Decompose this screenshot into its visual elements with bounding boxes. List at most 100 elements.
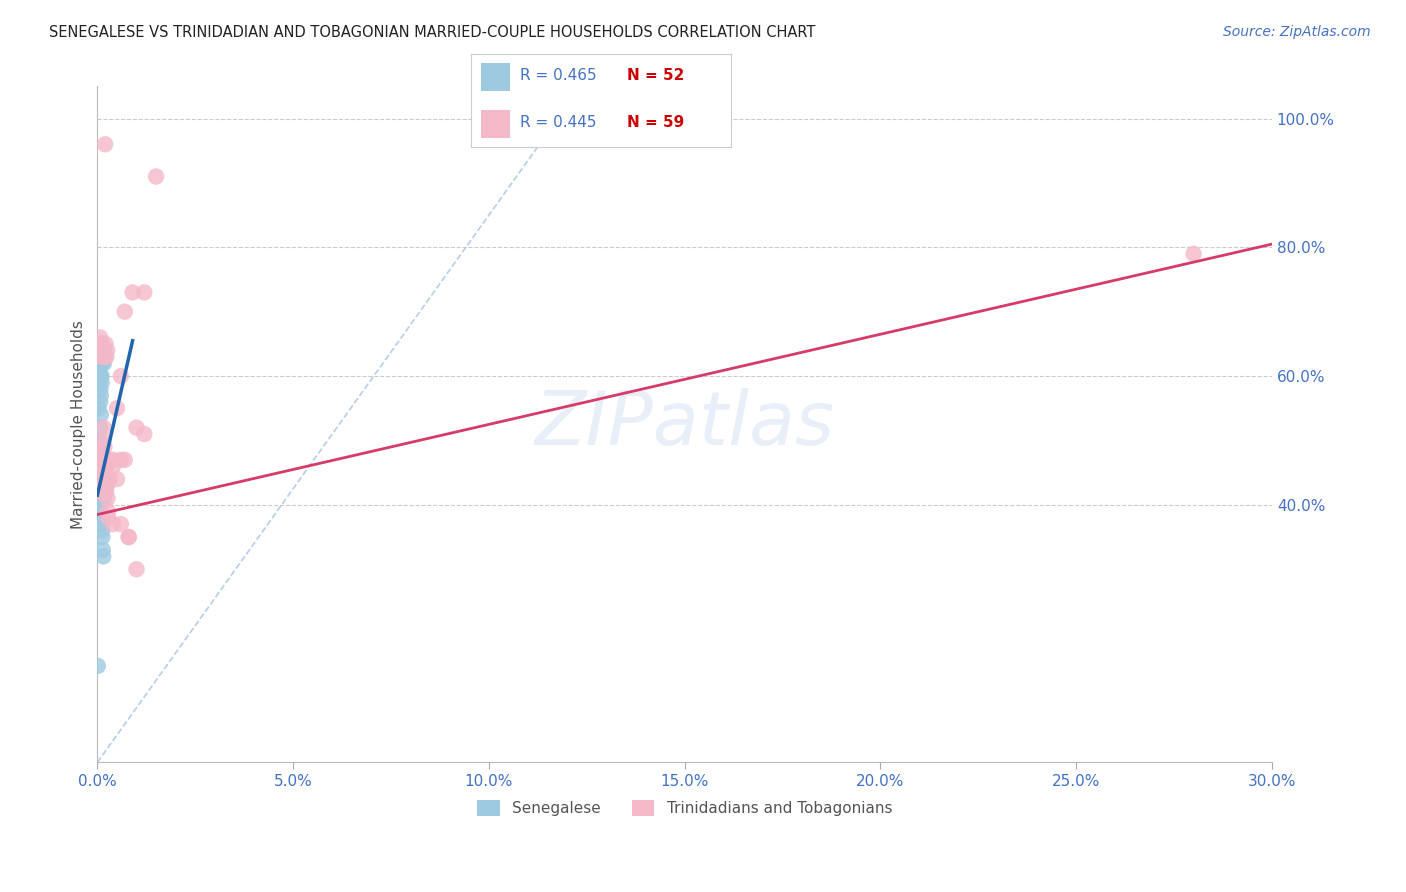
Point: [89, 498, 111, 512]
Point: [89, 459, 111, 474]
Point: [87, 362, 110, 376]
Point: [87, 401, 110, 416]
Point: [94, 350, 117, 364]
Point: [93, 485, 115, 500]
Point: [94, 350, 117, 364]
Point: [89, 472, 111, 486]
Point: [90, 337, 112, 351]
Point: [93, 452, 115, 467]
Point: [118, 530, 141, 544]
Point: [94, 478, 117, 492]
Point: [91, 446, 114, 460]
Point: [91, 356, 114, 370]
Point: [96, 478, 118, 492]
Point: [94, 485, 117, 500]
Point: [94, 472, 117, 486]
Point: [89, 395, 111, 409]
Legend: Senegalese, Trinidadians and Tobagonians: Senegalese, Trinidadians and Tobagonians: [471, 794, 898, 822]
FancyBboxPatch shape: [481, 110, 510, 138]
Point: [89, 466, 111, 480]
Point: [90, 472, 112, 486]
Point: [110, 517, 132, 532]
Y-axis label: Married-couple Households: Married-couple Households: [72, 320, 86, 529]
Point: [90, 408, 112, 422]
Point: [98, 472, 121, 486]
Point: [96, 491, 118, 506]
Text: SENEGALESE VS TRINIDADIAN AND TOBAGONIAN MARRIED-COUPLE HOUSEHOLDS CORRELATION C: SENEGALESE VS TRINIDADIAN AND TOBAGONIAN…: [49, 25, 815, 40]
Point: [114, 304, 136, 318]
Point: [101, 459, 124, 474]
Point: [90, 485, 112, 500]
Point: [89, 434, 111, 448]
Point: [110, 369, 132, 384]
Point: [94, 485, 117, 500]
Point: [89, 356, 111, 370]
Point: [89, 485, 111, 500]
Point: [96, 459, 118, 474]
Point: [91, 434, 114, 448]
Point: [93, 356, 115, 370]
Point: [93, 420, 115, 434]
Point: [89, 452, 111, 467]
Point: [91, 350, 114, 364]
Point: [1182, 246, 1205, 260]
Point: [89, 420, 111, 434]
Point: [101, 517, 124, 532]
Point: [90, 510, 112, 524]
Text: ZIPatlas: ZIPatlas: [534, 388, 835, 460]
Point: [91, 549, 114, 564]
Point: [94, 459, 117, 474]
Point: [90, 350, 112, 364]
Point: [89, 369, 111, 384]
FancyBboxPatch shape: [481, 63, 510, 91]
Point: [97, 510, 120, 524]
Text: Source: ZipAtlas.com: Source: ZipAtlas.com: [1223, 25, 1371, 39]
Point: [87, 350, 110, 364]
Point: [91, 446, 114, 460]
Point: [90, 388, 112, 402]
Point: [90, 343, 112, 358]
Point: [91, 337, 114, 351]
Point: [89, 478, 111, 492]
Point: [87, 446, 110, 460]
Point: [89, 337, 111, 351]
Point: [89, 491, 111, 506]
Point: [97, 504, 120, 518]
Point: [91, 478, 114, 492]
Point: [89, 350, 111, 364]
Point: [94, 137, 117, 152]
Point: [89, 478, 111, 492]
Point: [93, 491, 115, 506]
Point: [91, 472, 114, 486]
Point: [93, 343, 115, 358]
Point: [89, 376, 111, 390]
Point: [90, 369, 112, 384]
Point: [91, 524, 114, 538]
Point: [91, 452, 114, 467]
Point: [110, 452, 132, 467]
Point: [94, 472, 117, 486]
Point: [89, 382, 111, 396]
Point: [96, 343, 118, 358]
Point: [98, 472, 121, 486]
Point: [91, 466, 114, 480]
Point: [90, 337, 112, 351]
Point: [91, 343, 114, 358]
Point: [90, 459, 112, 474]
Point: [94, 472, 117, 486]
Point: [87, 452, 110, 467]
Point: [96, 472, 118, 486]
Point: [101, 452, 124, 467]
Point: [87, 658, 110, 673]
Point: [114, 452, 136, 467]
Point: [96, 350, 118, 364]
Point: [91, 343, 114, 358]
Point: [91, 472, 114, 486]
Text: R = 0.445: R = 0.445: [520, 115, 598, 130]
Point: [89, 330, 111, 344]
Text: R = 0.465: R = 0.465: [520, 69, 598, 84]
Point: [89, 337, 111, 351]
Point: [87, 452, 110, 467]
Point: [89, 466, 111, 480]
Point: [94, 337, 117, 351]
